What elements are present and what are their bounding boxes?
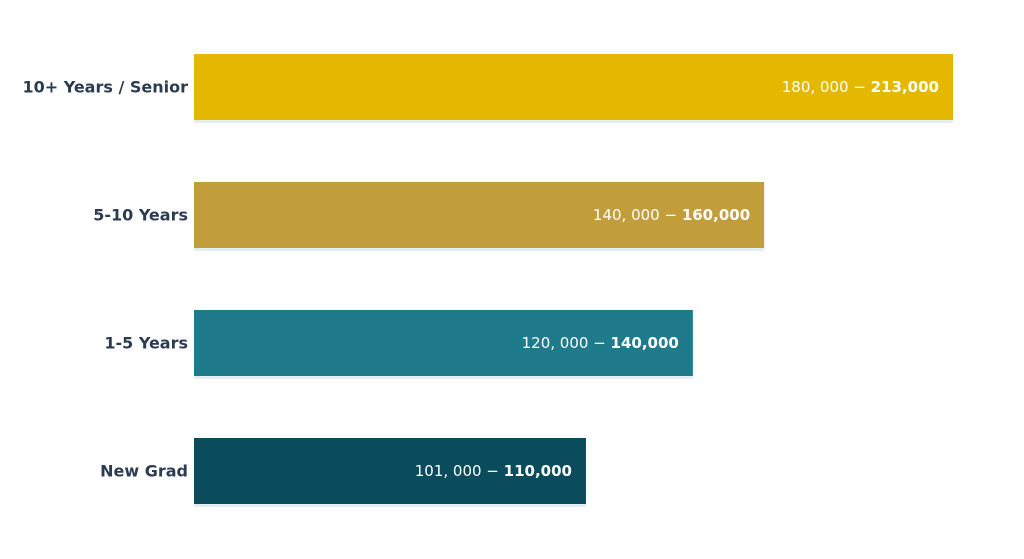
value-label-high: 140,000 <box>611 334 679 352</box>
labels-layer: 10+ Years / Senior 180, 000 − 213,000 5-10… <box>22 78 939 481</box>
bars-layer <box>194 54 953 507</box>
value-label: 120, 000 − 140,000 <box>522 334 679 352</box>
category-label: 1-5 Years <box>104 334 188 353</box>
bar <box>194 310 693 376</box>
bar-shadow <box>194 120 953 123</box>
value-label-high: 110,000 <box>504 462 572 480</box>
bar <box>194 182 765 248</box>
category-label: New Grad <box>100 462 188 481</box>
category-label: 5-10 Years <box>93 206 188 225</box>
value-label: 101, 000 − 110,000 <box>415 462 572 480</box>
value-label-low: 120, 000 − <box>522 334 611 352</box>
value-label-low: 180, 000 − <box>782 78 871 96</box>
value-label-low: 101, 000 − <box>415 462 504 480</box>
bar-shadow <box>194 248 765 251</box>
bar-shadow <box>194 376 693 379</box>
category-label: 10+ Years / Senior <box>22 78 188 97</box>
value-label-high: 160,000 <box>682 206 750 224</box>
value-label-low: 140, 000 − <box>593 206 682 224</box>
bar-shadow <box>194 504 586 507</box>
value-label-high: 213,000 <box>871 78 939 96</box>
value-label: 140, 000 − 160,000 <box>593 206 750 224</box>
bar <box>194 438 586 504</box>
value-label: 180, 000 − 213,000 <box>782 78 939 96</box>
bar <box>194 54 953 120</box>
